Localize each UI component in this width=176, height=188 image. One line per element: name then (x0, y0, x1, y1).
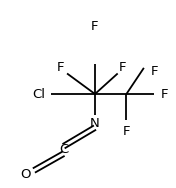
Text: O: O (20, 168, 30, 181)
Text: F: F (56, 61, 64, 74)
Text: Cl: Cl (33, 87, 46, 101)
Text: N: N (90, 117, 100, 130)
Text: C: C (59, 143, 68, 156)
Text: F: F (161, 87, 169, 101)
Text: F: F (119, 61, 127, 74)
Text: F: F (91, 20, 99, 33)
Text: F: F (151, 65, 158, 78)
Text: F: F (123, 125, 130, 138)
